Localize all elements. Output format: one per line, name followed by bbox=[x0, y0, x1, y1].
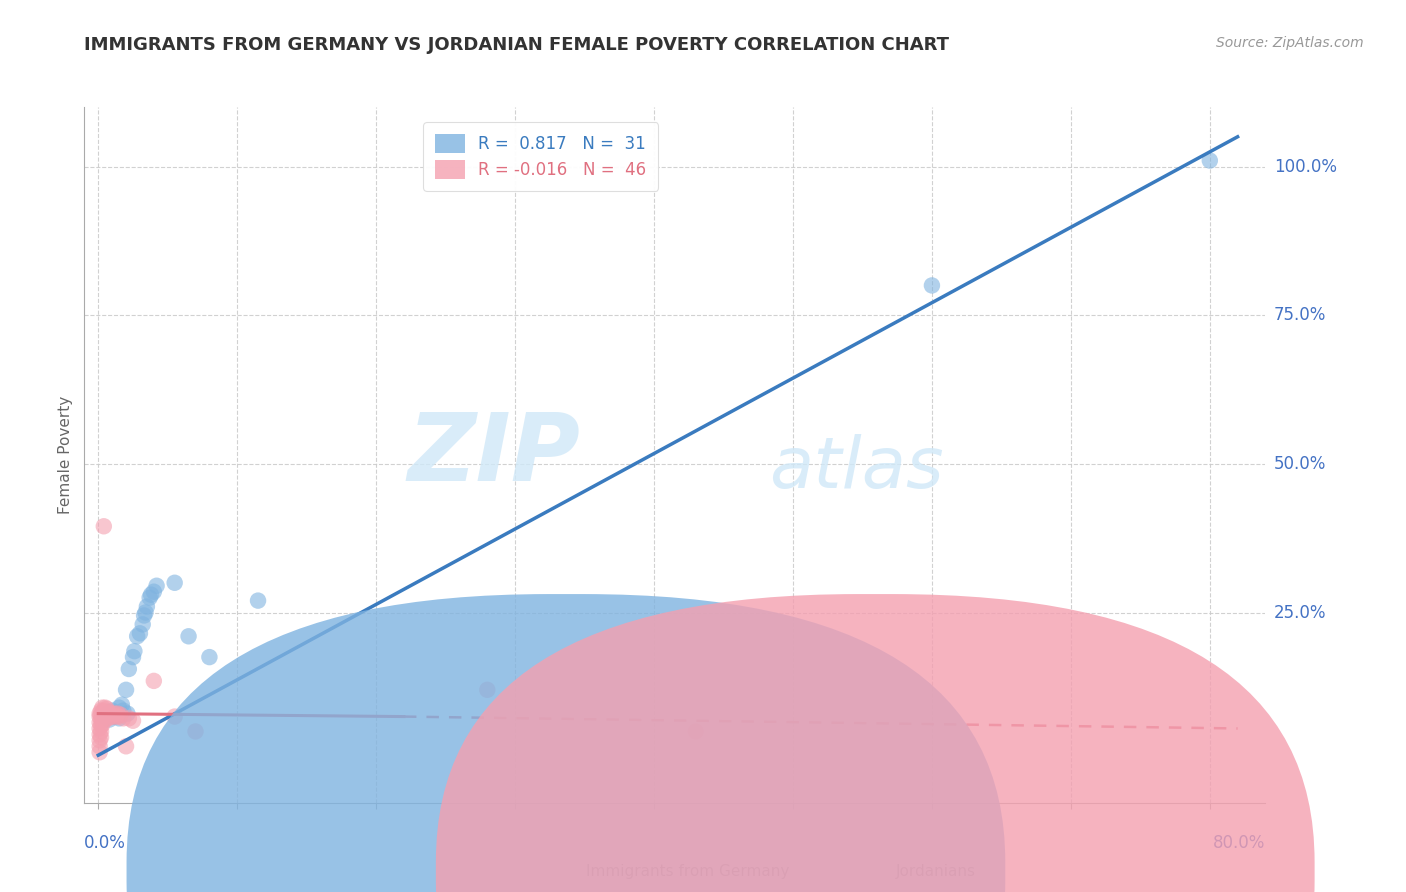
Point bbox=[101, 704, 124, 718]
Point bbox=[98, 706, 121, 720]
Point bbox=[96, 702, 118, 716]
Point bbox=[89, 739, 111, 754]
Point bbox=[96, 707, 118, 722]
Point bbox=[118, 711, 141, 725]
Point bbox=[108, 711, 131, 725]
Point bbox=[110, 707, 132, 722]
Text: Jordanians: Jordanians bbox=[896, 864, 976, 879]
Point bbox=[90, 724, 112, 739]
Point bbox=[134, 606, 156, 620]
Point bbox=[93, 704, 115, 718]
Point bbox=[89, 706, 111, 721]
Text: IMMIGRANTS FROM GERMANY VS JORDANIAN FEMALE POVERTY CORRELATION CHART: IMMIGRANTS FROM GERMANY VS JORDANIAN FEM… bbox=[84, 36, 949, 54]
Point bbox=[101, 706, 124, 721]
Point bbox=[89, 715, 111, 730]
Point bbox=[93, 519, 115, 533]
Point bbox=[93, 709, 115, 723]
Text: ZIP: ZIP bbox=[408, 409, 581, 501]
Point bbox=[89, 733, 111, 747]
Point bbox=[94, 713, 117, 727]
Point bbox=[921, 278, 943, 293]
Point bbox=[89, 745, 111, 759]
Point bbox=[91, 700, 114, 714]
Point bbox=[89, 722, 111, 736]
Point bbox=[108, 700, 131, 714]
Point bbox=[105, 706, 128, 721]
Point bbox=[90, 713, 112, 727]
Point bbox=[142, 673, 165, 688]
Point bbox=[477, 682, 499, 697]
Point bbox=[105, 709, 128, 723]
Point bbox=[132, 608, 155, 623]
Point bbox=[91, 706, 114, 721]
Point bbox=[247, 593, 270, 607]
Point bbox=[94, 709, 117, 723]
Point bbox=[115, 739, 138, 754]
Point bbox=[163, 575, 186, 590]
Point bbox=[100, 709, 122, 723]
Point bbox=[115, 682, 138, 697]
Point bbox=[90, 704, 112, 718]
Point bbox=[108, 709, 131, 723]
Point bbox=[685, 724, 707, 739]
Point bbox=[107, 706, 129, 721]
Point bbox=[111, 698, 134, 712]
Point bbox=[122, 714, 145, 728]
Point bbox=[91, 717, 114, 731]
Point bbox=[104, 706, 127, 721]
Point bbox=[139, 588, 162, 602]
Point bbox=[103, 709, 125, 723]
Point bbox=[129, 626, 152, 640]
Point bbox=[89, 709, 111, 723]
Point bbox=[97, 711, 120, 725]
Point bbox=[90, 718, 112, 732]
Point bbox=[94, 700, 117, 714]
Point bbox=[112, 704, 135, 718]
Point bbox=[124, 644, 146, 658]
Point bbox=[97, 706, 120, 720]
Y-axis label: Female Poverty: Female Poverty bbox=[58, 396, 73, 514]
Point bbox=[163, 709, 186, 723]
Point bbox=[145, 579, 167, 593]
Point bbox=[122, 650, 145, 665]
Legend: R =  0.817   N =  31, R = -0.016   N =  46: R = 0.817 N = 31, R = -0.016 N = 46 bbox=[423, 122, 658, 191]
Point bbox=[97, 706, 120, 721]
Point bbox=[177, 629, 200, 643]
Point bbox=[90, 731, 112, 745]
Point bbox=[184, 724, 207, 739]
Point bbox=[138, 591, 160, 605]
Point bbox=[112, 711, 135, 725]
Point bbox=[127, 629, 149, 643]
Point bbox=[118, 662, 141, 676]
Point bbox=[98, 713, 121, 727]
Point bbox=[104, 709, 127, 723]
Point bbox=[117, 706, 139, 721]
Text: 0.0%: 0.0% bbox=[84, 834, 127, 852]
Text: atlas: atlas bbox=[769, 434, 943, 503]
Text: Immigrants from Germany: Immigrants from Germany bbox=[586, 864, 790, 879]
Point bbox=[132, 617, 155, 632]
Point bbox=[90, 707, 112, 722]
Text: 80.0%: 80.0% bbox=[1213, 834, 1265, 852]
Point bbox=[1198, 153, 1220, 168]
Point bbox=[89, 727, 111, 741]
Text: Source: ZipAtlas.com: Source: ZipAtlas.com bbox=[1216, 36, 1364, 50]
Point bbox=[142, 584, 165, 599]
Point bbox=[135, 599, 157, 614]
Point bbox=[94, 706, 117, 721]
Point bbox=[91, 711, 114, 725]
Point bbox=[198, 650, 221, 665]
